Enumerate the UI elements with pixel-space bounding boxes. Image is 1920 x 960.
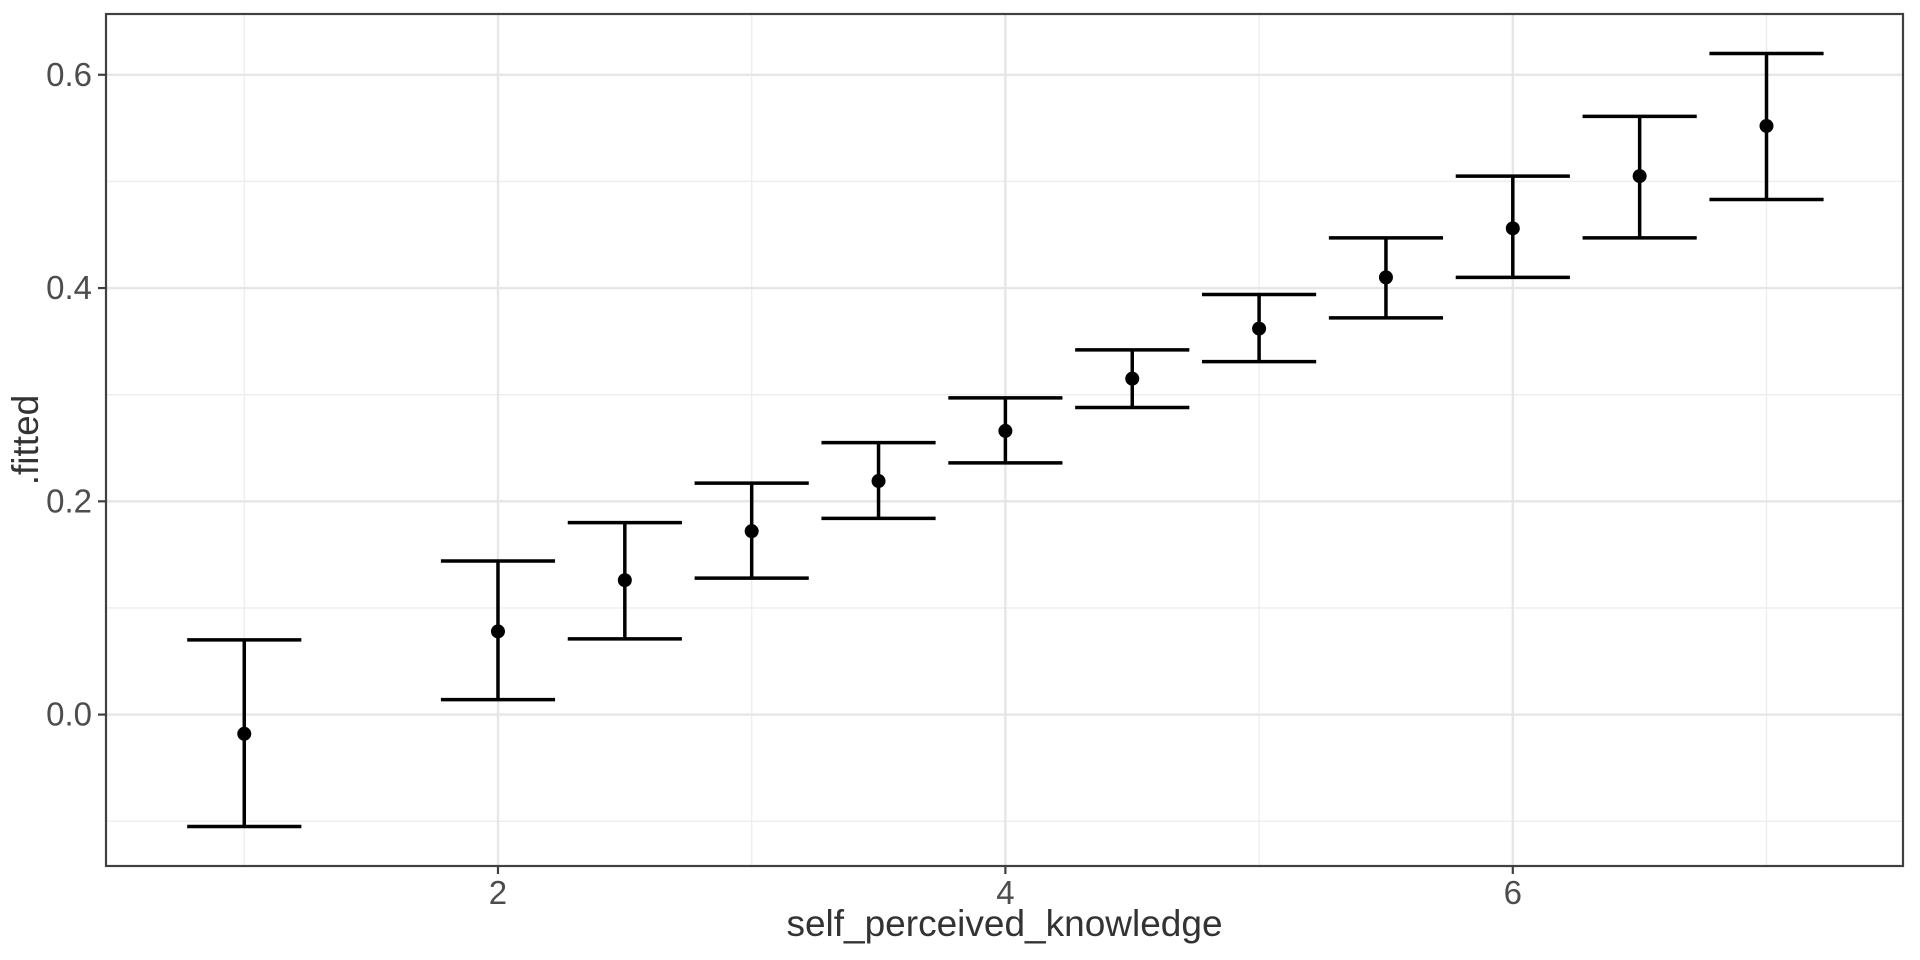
x-axis-tick-labels: 2 4 6 <box>489 874 1522 911</box>
x-axis-ticks <box>496 866 1514 874</box>
y-axis-title: .fitted <box>5 395 46 486</box>
point-dot <box>871 474 886 489</box>
point-dot <box>490 624 505 639</box>
x-axis-title: self_perceived_knowledge <box>786 903 1222 944</box>
point-dot <box>744 524 759 539</box>
y-tick-label: 0.4 <box>46 269 92 306</box>
y-axis-tick-labels: 0.0 0.2 0.4 0.6 <box>46 56 92 733</box>
gridlines-major <box>106 14 1903 866</box>
point-dot <box>1632 169 1647 184</box>
point-dot <box>1252 321 1267 336</box>
point-dot <box>998 423 1013 438</box>
x-tick-label: 2 <box>489 874 507 911</box>
y-tick-label: 0.6 <box>46 56 92 93</box>
y-axis-ticks <box>98 73 106 716</box>
data-points <box>237 118 1774 741</box>
point-dot <box>1125 371 1140 386</box>
point-dot <box>1505 221 1520 236</box>
y-tick-label: 0.2 <box>46 482 92 519</box>
point-dot <box>1378 270 1393 285</box>
y-tick-label: 0.0 <box>46 696 92 733</box>
point-dot <box>1759 118 1774 133</box>
point-dot <box>617 573 632 588</box>
point-dot <box>237 726 252 741</box>
x-tick-label: 4 <box>996 874 1014 911</box>
x-tick-label: 6 <box>1504 874 1522 911</box>
